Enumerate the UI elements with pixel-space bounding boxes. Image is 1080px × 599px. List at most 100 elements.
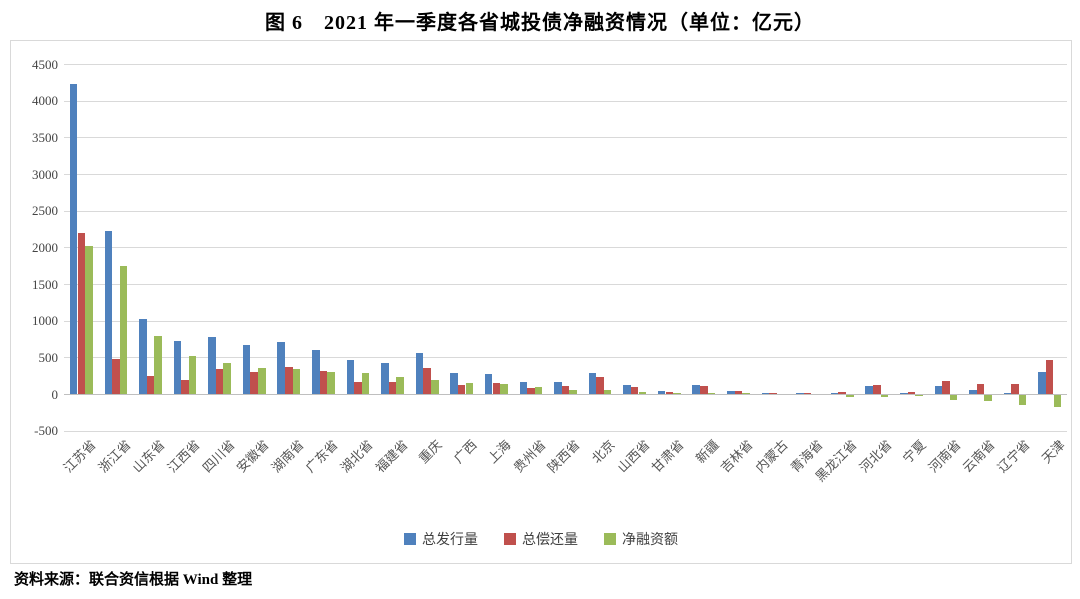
figure-title: 图 6 2021 年一季度各省城投债净融资情况（单位：亿元） [265,12,815,34]
bar-net-financing [154,336,162,394]
bar-issuance [519,381,528,394]
x-axis-label: 山西省 [614,437,653,476]
x-axis-label: 云南省 [960,437,999,476]
bar-net-financing [673,392,681,394]
bar-repayment [388,381,397,394]
bar-net-financing [1018,395,1027,405]
x-axis-label: 陕西省 [545,437,584,476]
bar-issuance [934,386,943,394]
x-axis-label: 辽宁省 [994,437,1033,476]
legend-label: 总偿还量 [522,533,578,548]
bar-repayment [630,387,639,394]
bar-repayment [769,393,777,394]
bar-net-financing [85,245,93,394]
bar-issuance [312,350,320,394]
bar-repayment [803,393,812,394]
bar-repayment [354,381,362,394]
bar-issuance [623,384,631,394]
legend-marker-repayment [504,533,516,545]
y-axis-label: 2000 [32,239,58,255]
bar-issuance [554,381,562,394]
bar-issuance [1038,372,1046,394]
gridline [64,64,1067,65]
x-axis-line [64,394,1067,395]
bar-issuance [415,353,424,394]
x-axis-label: 湖南省 [268,437,307,476]
bar-issuance [242,344,251,394]
x-axis-label: 湖北省 [337,437,376,476]
bar-net-financing [500,384,508,394]
gridline [64,137,1067,139]
bar-net-financing [396,376,404,394]
bar-issuance [69,83,78,394]
bar-issuance [173,341,182,394]
bar-repayment [250,371,258,394]
bar-issuance [588,372,597,394]
legend-label: 净融资额 [622,533,678,548]
gridline [64,284,1067,285]
bar-net-financing [361,373,370,394]
x-axis-label: 福建省 [372,437,411,476]
bar-issuance [657,390,666,394]
bar-repayment [285,366,293,394]
legend-item-repayment: 总偿还量 [504,529,578,549]
bar-issuance [692,384,700,394]
gridline [64,210,1067,212]
bar-repayment [181,379,189,394]
bar-issuance [969,390,977,394]
bar-net-financing [258,367,266,394]
legend: 总发行量 总偿还量 净融资额 [11,529,1071,549]
bar-repayment [1011,383,1019,394]
y-axis-label: 500 [38,349,59,365]
legend-item-issuance: 总发行量 [404,529,478,549]
legend-label: 总发行量 [422,533,478,548]
bar-issuance [208,337,216,394]
gridline [64,247,1067,249]
bar-net-financing [984,395,992,402]
y-axis-label: 4000 [32,93,58,109]
bar-repayment [457,384,466,394]
bar-issuance [346,359,355,394]
x-axis-label: 河南省 [925,437,964,476]
x-axis-label: 吉林省 [717,437,757,476]
bar-net-financing [707,392,716,394]
bar-issuance [796,393,804,394]
bar-issuance [761,393,770,394]
x-axis-label: 浙江省 [95,437,134,476]
bar-issuance [1003,393,1012,394]
bar-repayment [319,370,328,394]
bar-repayment [527,388,535,394]
x-axis-label: 山东省 [130,437,169,476]
x-axis-label: 河北省 [856,437,895,476]
y-axis-label: 4500 [32,56,58,72]
gridline [64,357,1067,359]
legend-marker-net-financing [604,533,616,545]
bar-net-financing [638,391,647,394]
gridline [64,100,1067,102]
bar-issuance [900,393,908,394]
bar-net-financing [534,387,543,394]
y-axis-label: 1500 [32,276,58,292]
bar-repayment [976,383,985,394]
bar-net-financing [569,390,577,394]
legend-marker-issuance [404,533,416,545]
bar-repayment [423,368,431,394]
bar-issuance [139,318,147,394]
bar-net-financing [119,265,128,394]
chart-box: 4500 4000 3500 3000 2500 2000 1500 1000 500 0 -500… [10,40,1072,564]
x-axis-label: 江西省 [164,437,203,476]
x-axis-label: 广西 [450,437,480,467]
bar-repayment [146,376,155,394]
x-axis-label: 广东省 [302,437,342,476]
bar-repayment [665,391,674,394]
gridline [64,320,1067,322]
y-axis-label: 3000 [32,166,58,182]
bar-net-financing [915,395,923,397]
bar-issuance [484,373,493,394]
gridline [64,430,1067,432]
bar-repayment [700,385,708,394]
bar-net-financing [846,395,854,397]
bar-repayment [561,386,570,394]
y-axis-label: 2500 [32,203,58,219]
